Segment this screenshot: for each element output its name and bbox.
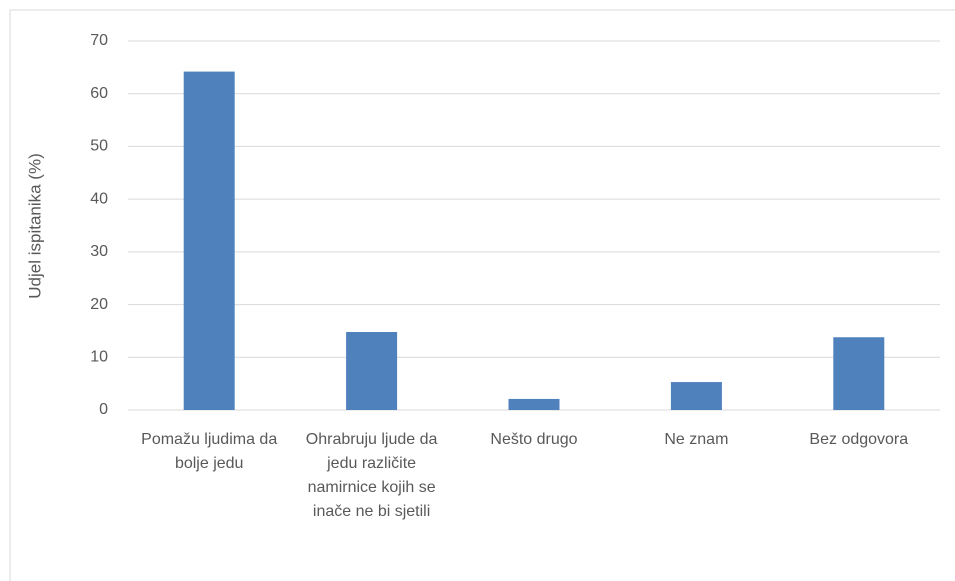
x-tick-label: Ne znam bbox=[664, 431, 729, 448]
bar bbox=[670, 382, 722, 410]
y-tick-label: 70 bbox=[90, 32, 108, 49]
x-tick-label: Ohrabruju ljude da jedu različite namirn… bbox=[305, 431, 438, 520]
y-tick-label: 30 bbox=[90, 243, 108, 260]
x-tick-label: Pomažu ljudima da bolje jedu bbox=[141, 431, 278, 472]
bar bbox=[346, 331, 398, 410]
bar bbox=[183, 71, 235, 411]
bar bbox=[833, 337, 885, 410]
y-tick-label: 0 bbox=[99, 401, 108, 418]
y-tick-label: 60 bbox=[90, 85, 108, 102]
chart-frame bbox=[9, 9, 955, 581]
x-tick-label: Bez odgovora bbox=[809, 431, 909, 448]
y-tick-label: 10 bbox=[90, 349, 108, 366]
y-tick-label: 50 bbox=[90, 138, 108, 155]
y-tick-label: 20 bbox=[90, 296, 108, 313]
x-tick-label: Nešto drugo bbox=[490, 431, 578, 448]
y-tick-label: 40 bbox=[90, 190, 108, 207]
bar bbox=[508, 398, 560, 410]
y-axis-title: Udjel ispitanika (%) bbox=[25, 153, 44, 299]
